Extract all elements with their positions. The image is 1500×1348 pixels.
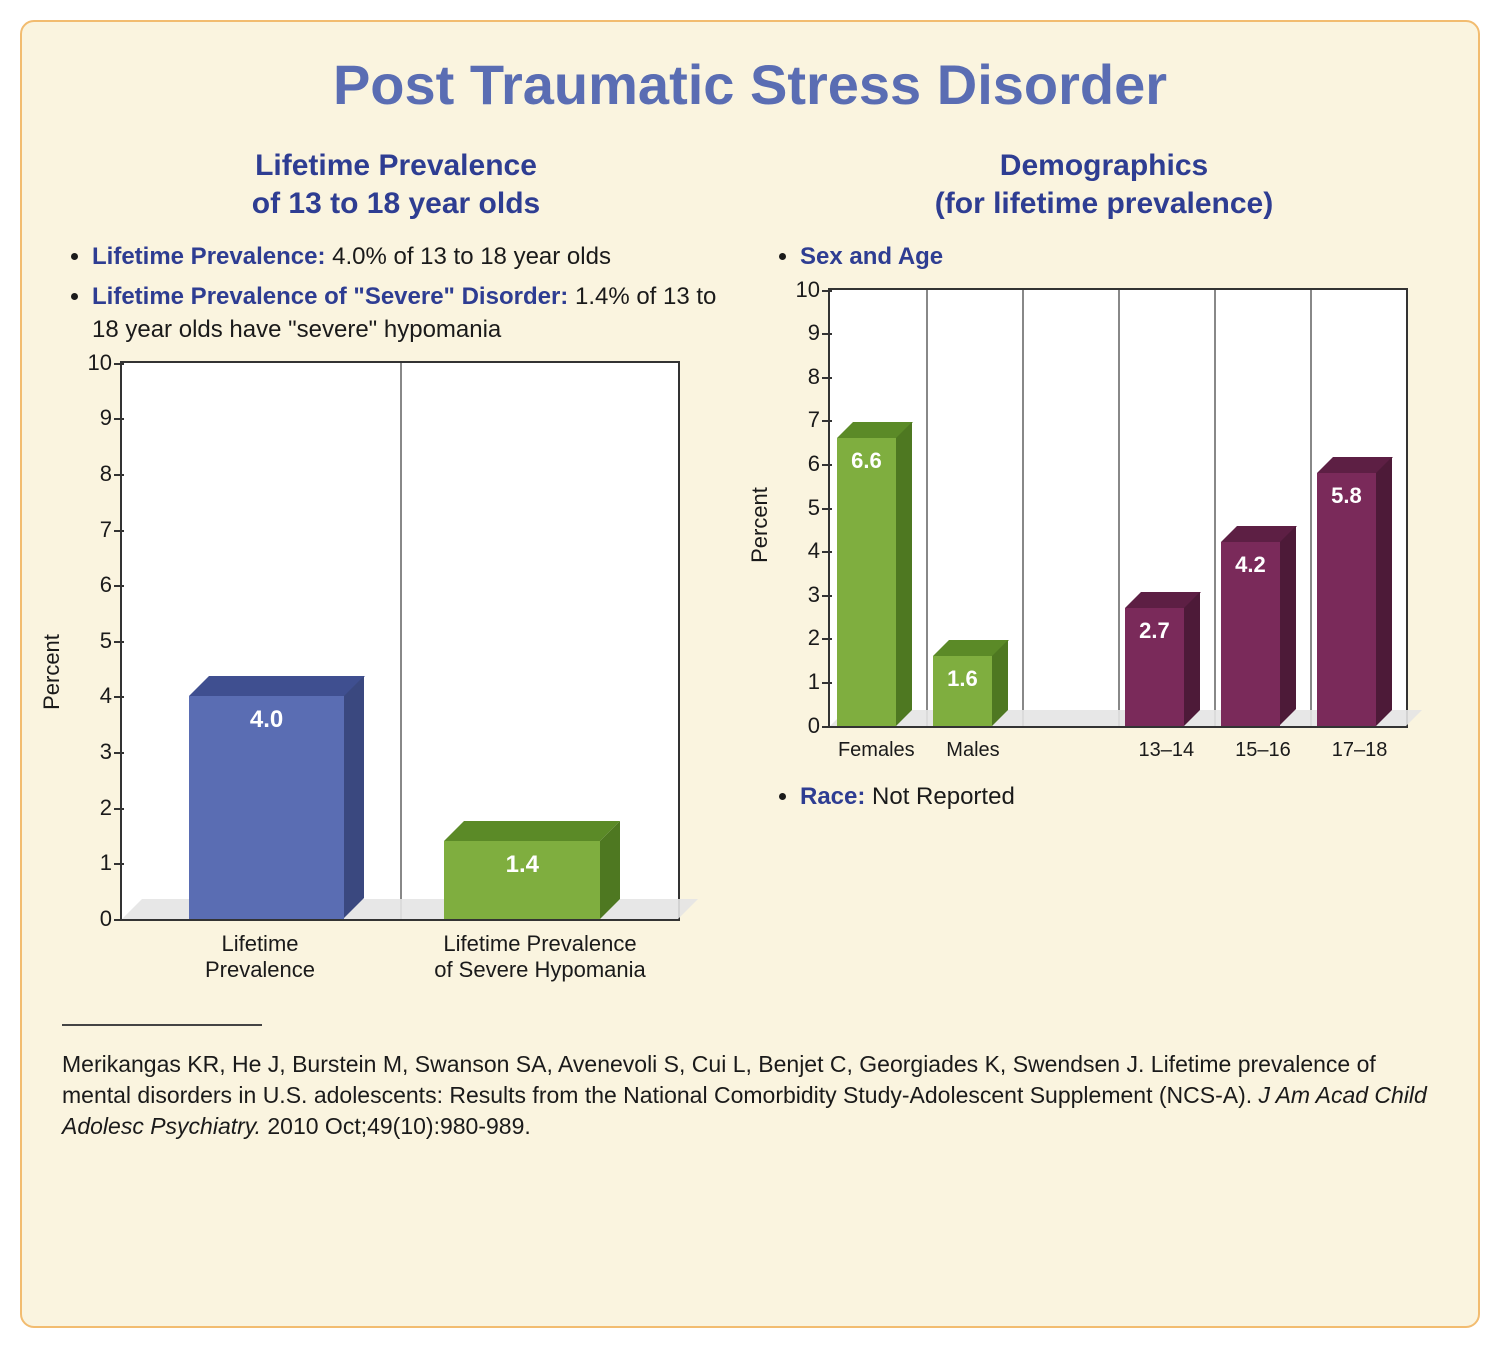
bar-value: 2.7: [1125, 618, 1185, 644]
y-tick: 3: [100, 739, 122, 765]
y-axis-label: Percent: [747, 487, 773, 563]
bar-value: 5.8: [1317, 483, 1377, 509]
bar-value: 6.6: [837, 448, 897, 474]
y-tick: 4: [808, 538, 830, 564]
grid-line: [926, 290, 928, 726]
y-tick: 6: [100, 572, 122, 598]
x-tick-label: 15–16: [1215, 738, 1312, 762]
bar: 6.6: [837, 438, 897, 726]
x-tick-label: Lifetime Prevalenceof Severe Hypomania: [400, 931, 680, 984]
bullet-lead: Lifetime Prevalence:: [92, 243, 325, 270]
plot-area: 0123456789104.01.4: [120, 361, 680, 921]
x-tick-label: 17–18: [1311, 738, 1408, 762]
left-heading-line1: Lifetime Prevalence: [255, 149, 537, 182]
bar-value: 1.4: [444, 851, 600, 879]
y-tick: 8: [100, 461, 122, 487]
y-tick: 10: [88, 350, 122, 376]
x-axis-labels: FemalesMales 13–1415–1617–18: [828, 738, 1408, 762]
y-tick: 4: [100, 683, 122, 709]
left-bullets: Lifetime Prevalence: 4.0% of 13 to 18 ye…: [62, 240, 730, 347]
x-tick-label: LifetimePrevalence: [120, 931, 400, 984]
y-tick: 1: [100, 850, 122, 876]
citation-text: 2010 Oct;49(10):980-989.: [261, 1113, 531, 1139]
grid-line: [1118, 290, 1120, 726]
x-tick-label: Males: [925, 738, 1022, 762]
bar-value: 4.0: [189, 706, 345, 734]
bullet-item: Race: Not Reported: [800, 780, 1438, 814]
plot-area: 0123456789106.61.62.74.25.8: [828, 288, 1408, 728]
bullet-lead: Lifetime Prevalence of "Severe" Disorder…: [92, 283, 568, 310]
y-tick: 5: [808, 495, 830, 521]
bullet-item: Lifetime Prevalence of "Severe" Disorder…: [92, 280, 730, 347]
y-tick: 9: [100, 405, 122, 431]
y-tick: 7: [808, 407, 830, 433]
y-tick: 0: [808, 713, 830, 739]
right-heading-line1: Demographics: [1000, 149, 1208, 182]
bar: 2.7: [1125, 608, 1185, 726]
bullet-item: Sex and Age: [800, 240, 1438, 274]
bullet-lead: Race:: [800, 783, 865, 810]
page-title: Post Traumatic Stress Disorder: [62, 52, 1438, 117]
citation-text: Merikangas KR, He J, Burstein M, Swanson…: [62, 1051, 1376, 1108]
grid-line: [1214, 290, 1216, 726]
left-column: Lifetime Prevalence of 13 to 18 year old…: [62, 147, 730, 984]
y-tick: 5: [100, 628, 122, 654]
columns: Lifetime Prevalence of 13 to 18 year old…: [62, 147, 1438, 984]
bar: 5.8: [1317, 473, 1377, 726]
x-tick-label: 13–14: [1118, 738, 1215, 762]
right-bullets: Sex and Age: [770, 240, 1438, 274]
race-bullet-list: Race: Not Reported: [770, 780, 1438, 814]
left-heading: Lifetime Prevalence of 13 to 18 year old…: [62, 147, 730, 222]
bullet-rest: 4.0% of 13 to 18 year olds: [325, 243, 611, 270]
bar: 1.4: [444, 841, 600, 919]
y-tick: 7: [100, 517, 122, 543]
bar: 4.2: [1221, 542, 1281, 725]
right-heading-line2: (for lifetime prevalence): [935, 187, 1273, 220]
x-tick-label: [1021, 738, 1118, 762]
y-axis-label: Percent: [39, 634, 65, 710]
y-tick: 0: [100, 906, 122, 932]
bullet-lead: Sex and Age: [800, 243, 943, 270]
bar: 4.0: [189, 696, 345, 918]
citation: Merikangas KR, He J, Burstein M, Swanson…: [62, 1049, 1438, 1142]
info-card: Post Traumatic Stress Disorder Lifetime …: [20, 20, 1480, 1328]
bullet-item: Lifetime Prevalence: 4.0% of 13 to 18 ye…: [92, 240, 730, 274]
prevalence-chart: Percent 0123456789104.01.4 LifetimePreva…: [62, 361, 730, 984]
grid-line: [400, 363, 402, 919]
right-heading: Demographics (for lifetime prevalence): [770, 147, 1438, 222]
y-tick: 2: [808, 625, 830, 651]
x-tick-label: Females: [828, 738, 925, 762]
citation-rule: [62, 1024, 262, 1026]
y-tick: 10: [796, 277, 830, 303]
y-tick: 6: [808, 451, 830, 477]
bar-value: 1.6: [933, 666, 993, 692]
bullet-rest: Not Reported: [865, 783, 1014, 810]
bar-value: 4.2: [1221, 552, 1281, 578]
y-tick: 3: [808, 582, 830, 608]
y-tick: 1: [808, 669, 830, 695]
right-column: Demographics (for lifetime prevalence) S…: [770, 147, 1438, 984]
x-axis-labels: LifetimePrevalenceLifetime Prevalenceof …: [120, 931, 680, 984]
y-tick: 2: [100, 795, 122, 821]
y-tick: 9: [808, 320, 830, 346]
left-heading-line2: of 13 to 18 year olds: [252, 187, 540, 220]
grid-line: [1022, 290, 1024, 726]
bar: 1.6: [933, 656, 993, 726]
y-tick: 8: [808, 364, 830, 390]
grid-line: [1310, 290, 1312, 726]
demographics-chart: Percent 0123456789106.61.62.74.25.8 Fema…: [770, 288, 1438, 762]
